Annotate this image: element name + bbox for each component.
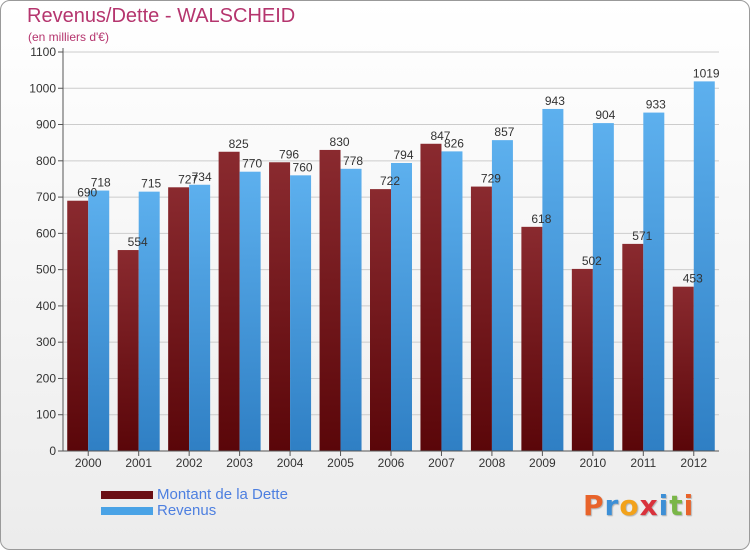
legend-label-debt: Montant de la Dette bbox=[157, 486, 288, 503]
y-tick-label: 500 bbox=[36, 263, 56, 277]
bar-debt bbox=[319, 149, 341, 451]
data-label-debt: 453 bbox=[683, 272, 703, 286]
bar-debt bbox=[622, 243, 644, 451]
data-label-revenue: 943 bbox=[545, 94, 565, 108]
bar-revenue bbox=[239, 171, 261, 451]
y-tick-label: 400 bbox=[36, 299, 56, 313]
x-tick-label: 2012 bbox=[680, 456, 707, 470]
y-tick-label: 100 bbox=[36, 408, 56, 422]
proxiti-logo: Proxiti bbox=[583, 489, 695, 522]
data-label-debt: 847 bbox=[430, 129, 450, 143]
bar-debt bbox=[521, 226, 543, 451]
bar-debt bbox=[672, 286, 694, 451]
data-label-revenue: 734 bbox=[192, 170, 212, 184]
bar-revenue bbox=[290, 175, 312, 451]
bar-debt bbox=[117, 250, 139, 451]
y-tick-label: 600 bbox=[36, 226, 56, 240]
data-label-revenue: 826 bbox=[444, 136, 464, 150]
chart-title: Revenus/Dette - WALSCHEID bbox=[27, 5, 296, 27]
bar-revenue bbox=[542, 108, 564, 451]
bar-debt bbox=[420, 143, 442, 451]
bar-debt bbox=[571, 268, 593, 451]
x-tick-label: 2010 bbox=[579, 456, 606, 470]
data-label-debt: 618 bbox=[531, 212, 551, 226]
y-tick-label: 200 bbox=[36, 371, 56, 385]
bar-revenue bbox=[189, 184, 211, 451]
y-tick-label: 300 bbox=[36, 335, 56, 349]
bar-revenue bbox=[592, 123, 614, 451]
chart-subtitle: (en milliers d'€) bbox=[28, 30, 109, 44]
legend-swatch-revenue bbox=[101, 507, 153, 515]
x-tick-label: 2009 bbox=[529, 456, 556, 470]
bar-revenue bbox=[491, 140, 513, 451]
data-label-debt: 729 bbox=[481, 172, 501, 186]
bars bbox=[67, 81, 715, 452]
legend-swatch-debt bbox=[101, 491, 153, 499]
data-label-revenue: 715 bbox=[141, 177, 161, 191]
x-tick-label: 2006 bbox=[378, 456, 405, 470]
y-tick-label: 1100 bbox=[30, 45, 56, 59]
x-tick-label: 2011 bbox=[630, 456, 656, 470]
bar-revenue bbox=[391, 162, 412, 451]
x-tick-label: 2002 bbox=[176, 456, 203, 470]
data-label-debt: 502 bbox=[582, 254, 602, 268]
bar-revenue bbox=[693, 81, 715, 451]
y-tick-label: 1000 bbox=[29, 81, 56, 95]
legend-label-revenue: Revenus bbox=[157, 502, 217, 519]
x-tick-label: 2008 bbox=[479, 456, 506, 470]
bar-revenue bbox=[441, 151, 463, 451]
data-label-debt: 727 bbox=[178, 172, 198, 186]
bar-debt bbox=[470, 186, 492, 451]
x-tick-label: 2007 bbox=[428, 456, 455, 470]
data-label-debt: 690 bbox=[77, 186, 97, 200]
y-tick-label: 900 bbox=[36, 118, 56, 132]
data-label-debt: 554 bbox=[128, 235, 148, 249]
y-tick-label: 700 bbox=[36, 190, 56, 204]
bar-debt bbox=[168, 187, 190, 451]
x-tick-label: 2004 bbox=[277, 456, 304, 470]
data-label-debt: 796 bbox=[279, 147, 299, 161]
data-label-revenue: 794 bbox=[393, 148, 413, 162]
data-label-debt: 830 bbox=[330, 135, 350, 149]
x-tick-label: 2000 bbox=[75, 456, 102, 470]
bar-revenue bbox=[340, 168, 362, 451]
y-tick-label: 0 bbox=[49, 444, 56, 458]
data-label-revenue: 1019 bbox=[693, 66, 720, 80]
data-label-revenue: 770 bbox=[242, 157, 262, 171]
data-label-revenue: 760 bbox=[293, 160, 313, 174]
axes bbox=[58, 48, 719, 456]
bar-debt bbox=[269, 162, 291, 451]
x-tick-label: 2003 bbox=[226, 456, 253, 470]
bar-debt bbox=[67, 200, 89, 451]
bar-revenue bbox=[138, 191, 160, 451]
data-label-debt: 571 bbox=[632, 229, 652, 243]
bar-revenue bbox=[643, 112, 665, 452]
data-label-debt: 825 bbox=[229, 137, 249, 151]
data-label-revenue: 718 bbox=[91, 176, 111, 190]
data-label-revenue: 778 bbox=[343, 154, 363, 168]
x-tick-label: 2005 bbox=[327, 456, 354, 470]
data-label-debt: 722 bbox=[380, 174, 400, 188]
y-tick-label: 800 bbox=[36, 154, 56, 168]
data-label-revenue: 933 bbox=[646, 98, 666, 112]
data-label-revenue: 857 bbox=[494, 125, 514, 139]
bar-debt bbox=[370, 189, 391, 452]
bar-revenue bbox=[88, 190, 110, 451]
labels: 0100200300400500600700800900100011006907… bbox=[29, 45, 720, 470]
data-label-revenue: 904 bbox=[595, 108, 615, 122]
bar-debt bbox=[218, 151, 240, 451]
x-tick-label: 2001 bbox=[125, 456, 152, 470]
